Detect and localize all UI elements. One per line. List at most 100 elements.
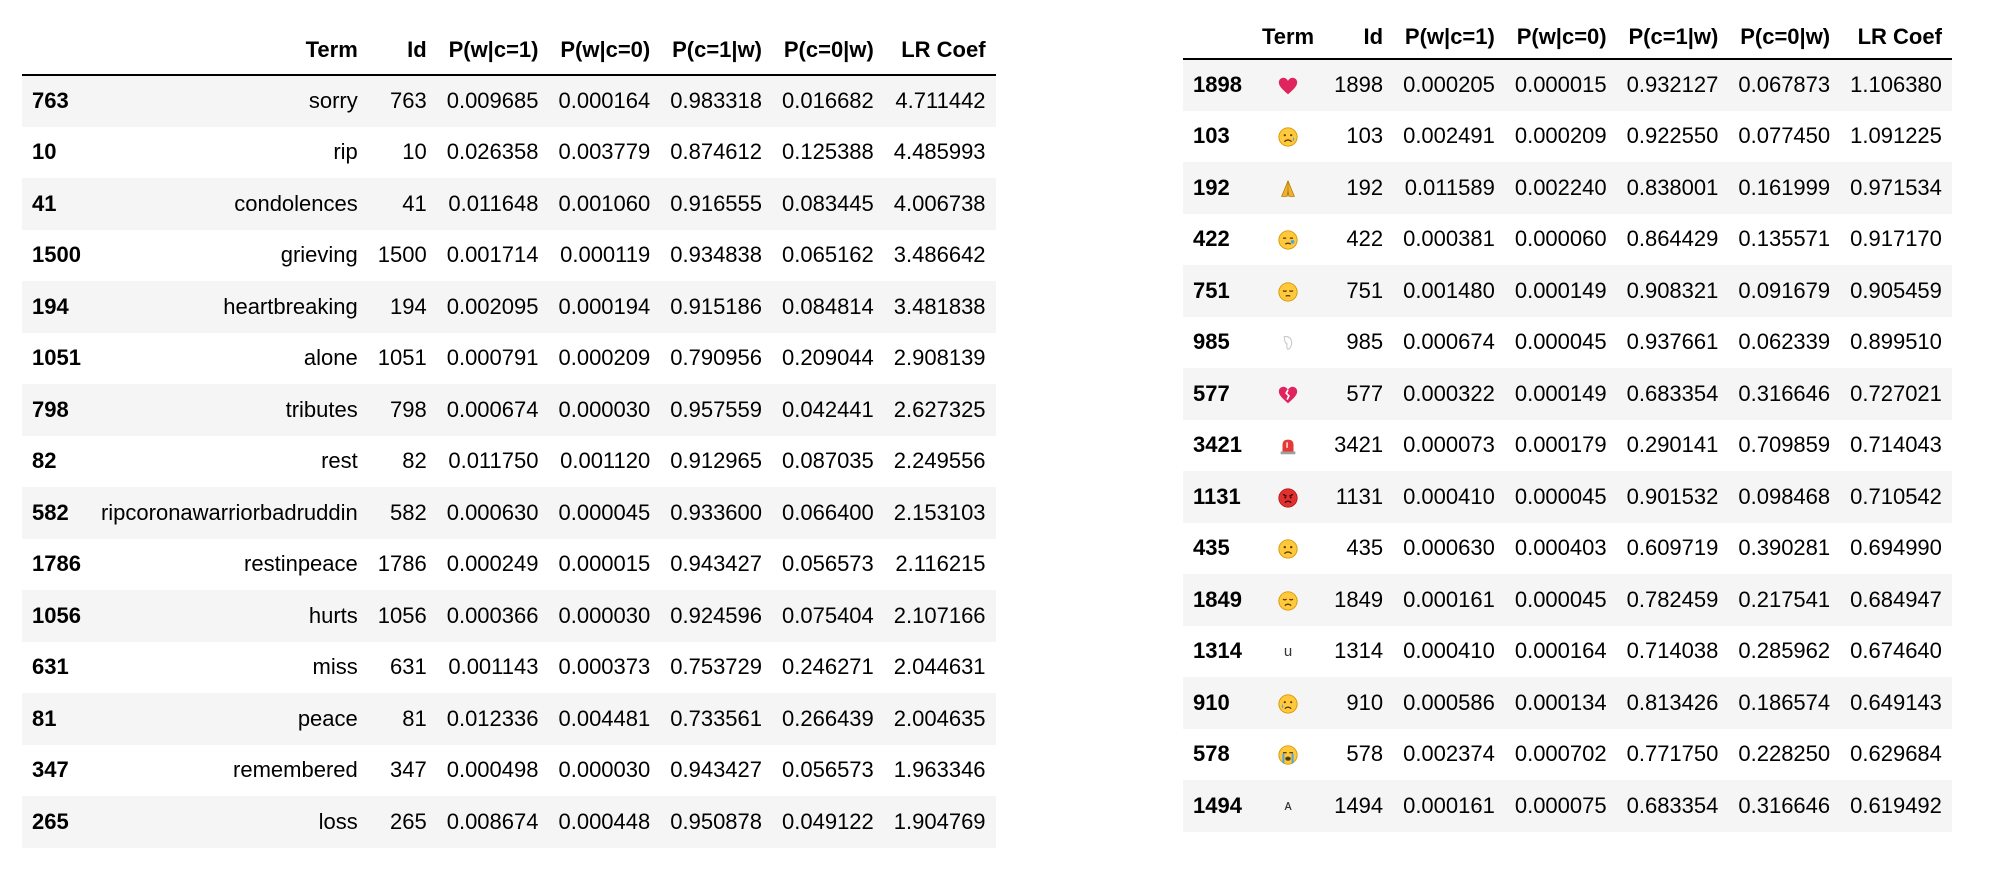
pw-c1-cell: 0.000791: [446, 345, 539, 371]
id-cell: 1898: [1334, 72, 1384, 98]
pc0-w-cell: 0.042441: [782, 396, 874, 422]
pc1-w-cell: 0.790956: [670, 345, 763, 371]
pc0-w-cell: 0.246271: [782, 654, 874, 680]
table-row: 1051 alone 1051 0.000791 0.000209 0.790956 0.2…: [22, 332, 996, 384]
pw-c1-cell: 0.000630: [1403, 535, 1495, 561]
lr-coef-cell: 0.674640: [1850, 638, 1942, 664]
pc1-w-cell: 0.932127: [1626, 72, 1719, 98]
pw-c0-cell: 0.000149: [1514, 380, 1607, 406]
row-index: 1314: [1193, 638, 1242, 664]
term-cell: remembered: [233, 757, 358, 783]
lr-coef-cell: 2.044631: [893, 654, 986, 680]
pc1-w-cell: 0.912965: [670, 448, 763, 474]
pc1-w-header: P(c=1|w): [660, 25, 773, 76]
row-index: 1494: [1193, 792, 1242, 818]
pw-c0-cell: 0.000702: [1514, 741, 1607, 767]
lr-coef-cell: 0.727021: [1850, 380, 1942, 406]
pc1-w-cell: 0.943427: [670, 551, 763, 577]
lr-coef-cell: 0.905459: [1850, 277, 1942, 303]
table-row: 578 578 0.002374 0.000702 0.771750 0.228250 0.…: [1183, 728, 1952, 781]
broken-heart-icon: [1277, 384, 1299, 406]
pw-c0-cell: 0.000119: [560, 242, 651, 268]
pw-c1-cell: 0.000322: [1403, 380, 1495, 406]
term-cell: tributes: [285, 396, 358, 422]
row-index: 751: [1193, 277, 1230, 303]
term-header: Term: [90, 25, 368, 76]
row-index: 631: [32, 654, 69, 680]
pw-c1-cell: 0.000498: [446, 757, 539, 783]
table-row: 798 tributes 798 0.000674 0.000030 0.957559 0.…: [22, 384, 996, 436]
pw-c0-cell: 0.000194: [558, 293, 651, 319]
pw-c0-cell: 0.000373: [558, 654, 651, 680]
pw-c1-cell: 0.001714: [446, 242, 539, 268]
row-index: 578: [1193, 741, 1230, 767]
pw-c0-cell: 0.001120: [560, 448, 651, 474]
pw-c1-cell: 0.000366: [446, 602, 539, 628]
term-cell: ᴀ: [1284, 797, 1292, 815]
pc1-w-cell: 0.753729: [670, 654, 763, 680]
pw-c1-cell: 0.000674: [446, 396, 539, 422]
table-row: 192 192 0.011589 0.002240 0.838001 0.161999 0.…: [1183, 162, 1952, 214]
id-cell: 41: [402, 190, 427, 216]
pw-c1-cell: 0.000161: [1403, 792, 1495, 818]
id-cell: 582: [390, 499, 427, 525]
lr-coef-cell: 2.908139: [893, 345, 986, 371]
row-index: 3421: [1193, 432, 1242, 458]
row-index: 1051: [32, 345, 81, 371]
pc1-w-cell: 0.782459: [1626, 586, 1719, 612]
pw-c0-cell: 0.000164: [1514, 638, 1607, 664]
term-cell: [1252, 729, 1324, 781]
table-row: 631 miss 631 0.001143 0.000373 0.753729 0.2462…: [22, 641, 996, 693]
pw-c0-cell: 0.000060: [1514, 226, 1607, 252]
id-cell: 578: [1346, 741, 1384, 767]
pc0-w-cell: 0.390281: [1738, 535, 1831, 561]
lr-coef-cell: 0.971534: [1850, 174, 1942, 200]
id-cell: 1500: [377, 242, 427, 268]
id-cell: 985: [1346, 329, 1384, 355]
pw-c1-cell: 0.011589: [1404, 174, 1495, 200]
id-cell: 347: [390, 757, 427, 783]
lr-coef-cell: 1.904769: [893, 808, 986, 834]
pc0-w-header: P(c=0|w): [772, 25, 884, 76]
pc1-w-cell: 0.937661: [1626, 329, 1719, 355]
lr-coef-cell: 1.091225: [1850, 123, 1942, 149]
pc1-w-cell: 0.290141: [1626, 432, 1719, 458]
term-cell: condolences: [234, 190, 358, 216]
id-cell: 1056: [377, 602, 427, 628]
lr-coef-cell: 1.106380: [1850, 72, 1942, 98]
pw-c1-cell: 0.012336: [446, 705, 539, 731]
pc1-w-cell: 0.943427: [670, 757, 763, 783]
term-cell: loss: [318, 808, 358, 834]
frowning-face-icon: [1277, 538, 1299, 560]
table-row: 1056 hurts 1056 0.000366 0.000030 0.924596 0.0…: [22, 590, 996, 642]
row-index: 985: [1193, 329, 1230, 355]
table-row: 3421 3421 0.000073 0.000179 0.290141 0.709859…: [1183, 419, 1952, 471]
pc0-w-cell: 0.709859: [1738, 432, 1831, 458]
skin-tone-modifier-icon: [1277, 332, 1299, 354]
pw-c1-cell: 0.008674: [446, 808, 539, 834]
id-cell: 265: [390, 808, 427, 834]
term-cell: [1252, 162, 1324, 214]
pw-c1-cell: 0.000073: [1403, 432, 1495, 458]
table-row: 103 103 0.002491 0.000209 0.922550 0.077450 1.…: [1183, 110, 1952, 162]
pw-c0-cell: 0.000075: [1514, 792, 1607, 818]
id-cell: 751: [1346, 277, 1384, 303]
pensive-face-icon: [1277, 281, 1299, 303]
table-row: 82 rest 82 0.011750 0.001120 0.912965 0.087035…: [22, 435, 996, 487]
pw-c1-cell: 0.002491: [1403, 123, 1495, 149]
id-cell: 81: [402, 705, 427, 731]
id-cell: 194: [390, 293, 427, 319]
id-cell: 631: [390, 654, 427, 680]
pw-c0-cell: 0.000149: [1514, 277, 1607, 303]
pc1-w-cell: 0.714038: [1626, 638, 1719, 664]
table-row: 910 910 0.000586 0.000134 0.813426 0.186574 0.…: [1183, 677, 1952, 729]
id-cell: 1494: [1334, 792, 1384, 818]
id-cell: 1849: [1334, 586, 1384, 612]
row-index: 103: [1193, 123, 1230, 149]
sleepy-face-icon: [1277, 229, 1299, 251]
table-row: 435 435 0.000630 0.000403 0.609719 0.390281 0.…: [1183, 522, 1952, 574]
pc1-w-cell: 0.683354: [1626, 792, 1719, 818]
table-row: 1131 1131 0.000410 0.000045 0.901532 0.098468…: [1183, 471, 1952, 523]
pc1-w-cell: 0.864429: [1626, 226, 1719, 252]
index-header: [1183, 15, 1252, 60]
